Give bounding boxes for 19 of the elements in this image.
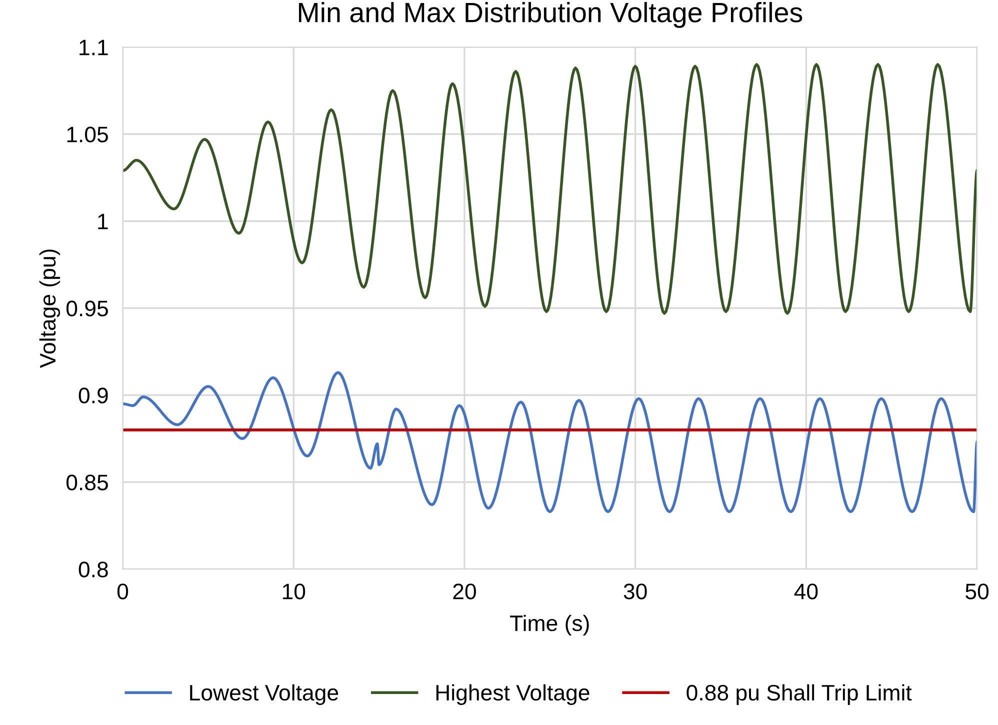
y-axis-title: Voltage (pu) xyxy=(39,250,60,368)
legend-label: Highest Voltage xyxy=(436,684,590,705)
legend-label: 0.88 pu Shall Trip Limit xyxy=(686,684,912,705)
y-tick-label: 0.85 xyxy=(66,474,108,490)
chart-title: Min and Max Distribution Voltage Profiles xyxy=(298,2,802,28)
x-tick-label: 30 xyxy=(624,584,647,600)
x-tick-label: 0 xyxy=(117,584,128,600)
x-tick-label: 10 xyxy=(282,584,306,600)
x-axis-title: Time (s) xyxy=(510,614,589,636)
y-tick-label: 1 xyxy=(98,214,108,230)
x-tick-label: 40 xyxy=(794,584,818,600)
y-tick-label: 0.8 xyxy=(78,562,108,578)
y-tick-label: 0.9 xyxy=(78,388,108,404)
x-tick-label: 20 xyxy=(453,584,476,600)
y-tick-label: 0.95 xyxy=(66,300,108,316)
x-tick-label: 50 xyxy=(966,584,989,600)
y-tick-label: 1.05 xyxy=(67,126,108,142)
legend-label: Lowest Voltage xyxy=(190,684,338,705)
y-tick-label: 1.1 xyxy=(80,40,108,56)
